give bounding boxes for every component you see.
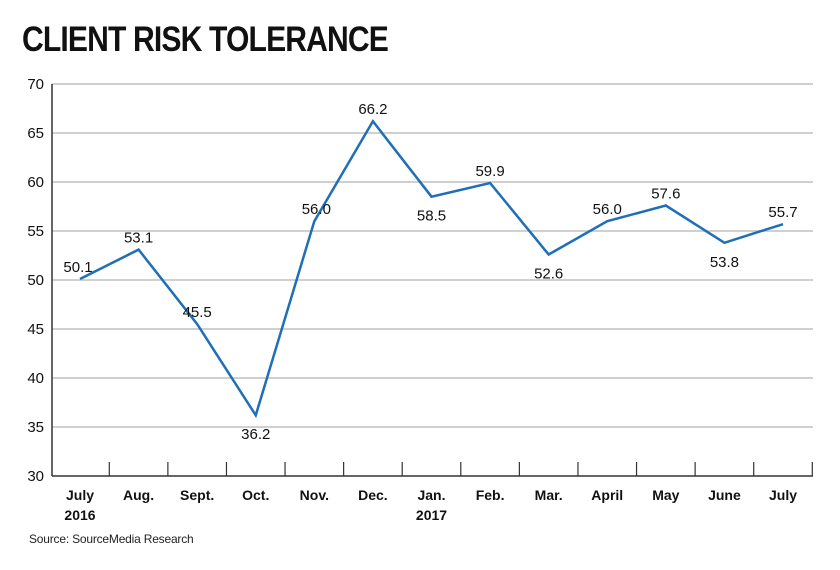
y-tick-label: 45 [27, 321, 44, 338]
data-label: 53.1 [124, 230, 153, 247]
y-tick-label: 50 [27, 272, 44, 289]
source-note: Source: SourceMedia Research [29, 532, 194, 546]
gridlines [52, 83, 813, 428]
x-tick-label: Jan. [417, 487, 445, 503]
data-label: 45.5 [183, 304, 212, 321]
x-tick-label: June [708, 487, 741, 503]
axes [51, 84, 813, 477]
x-tick-label: Oct. [242, 487, 269, 503]
data-label: 50.1 [63, 259, 92, 276]
data-label: 52.6 [534, 266, 563, 283]
x-tick-label: July [769, 487, 797, 503]
x-tick-year-label: 2017 [416, 507, 447, 523]
y-tick-label: 40 [27, 370, 44, 387]
y-tick-label: 55 [27, 223, 44, 240]
x-tick-label: Sept. [180, 487, 214, 503]
y-tick-label: 35 [27, 419, 44, 436]
data-labels: 50.1 53.1 45.5 36.2 56.0 66.2 58.5 59.9 52.6 56.0… [63, 101, 797, 443]
y-tick-label: 70 [27, 76, 44, 93]
chart-title: CLIENT RISK TOLERANCE [22, 20, 389, 59]
x-axis-tick-labels: July 2016 Aug. Sept. Oct. Nov. Dec. Jan. 2017 Feb… [64, 487, 797, 523]
data-label: 53.8 [710, 254, 739, 271]
x-tick-label: April [591, 487, 623, 503]
x-tick-label: Feb. [476, 487, 505, 503]
x-tick-label: Aug. [123, 487, 154, 503]
x-tick-label: Mar. [535, 487, 563, 503]
data-label: 59.9 [475, 163, 504, 180]
data-label: 55.7 [768, 204, 797, 221]
series-line-path [79, 119, 784, 419]
y-axis-tick-labels: 30 35 40 45 50 55 60 65 70 [27, 76, 44, 485]
data-label: 56.0 [302, 201, 331, 218]
x-tick-label: May [652, 487, 679, 503]
y-tick-label: 60 [27, 174, 44, 191]
x-tick-label: July [66, 487, 94, 503]
x-tick-label: Nov. [300, 487, 329, 503]
x-tick-label: Dec. [358, 487, 388, 503]
y-tick-label: 65 [27, 125, 44, 142]
data-label: 36.2 [241, 426, 270, 443]
data-label: 58.5 [417, 208, 446, 225]
data-label: 66.2 [358, 101, 387, 118]
series-line [79, 119, 784, 419]
x-tick-year-label: 2016 [64, 507, 95, 523]
y-tick-label: 30 [27, 468, 44, 485]
data-label: 57.6 [651, 186, 680, 203]
data-label: 56.0 [593, 201, 622, 218]
